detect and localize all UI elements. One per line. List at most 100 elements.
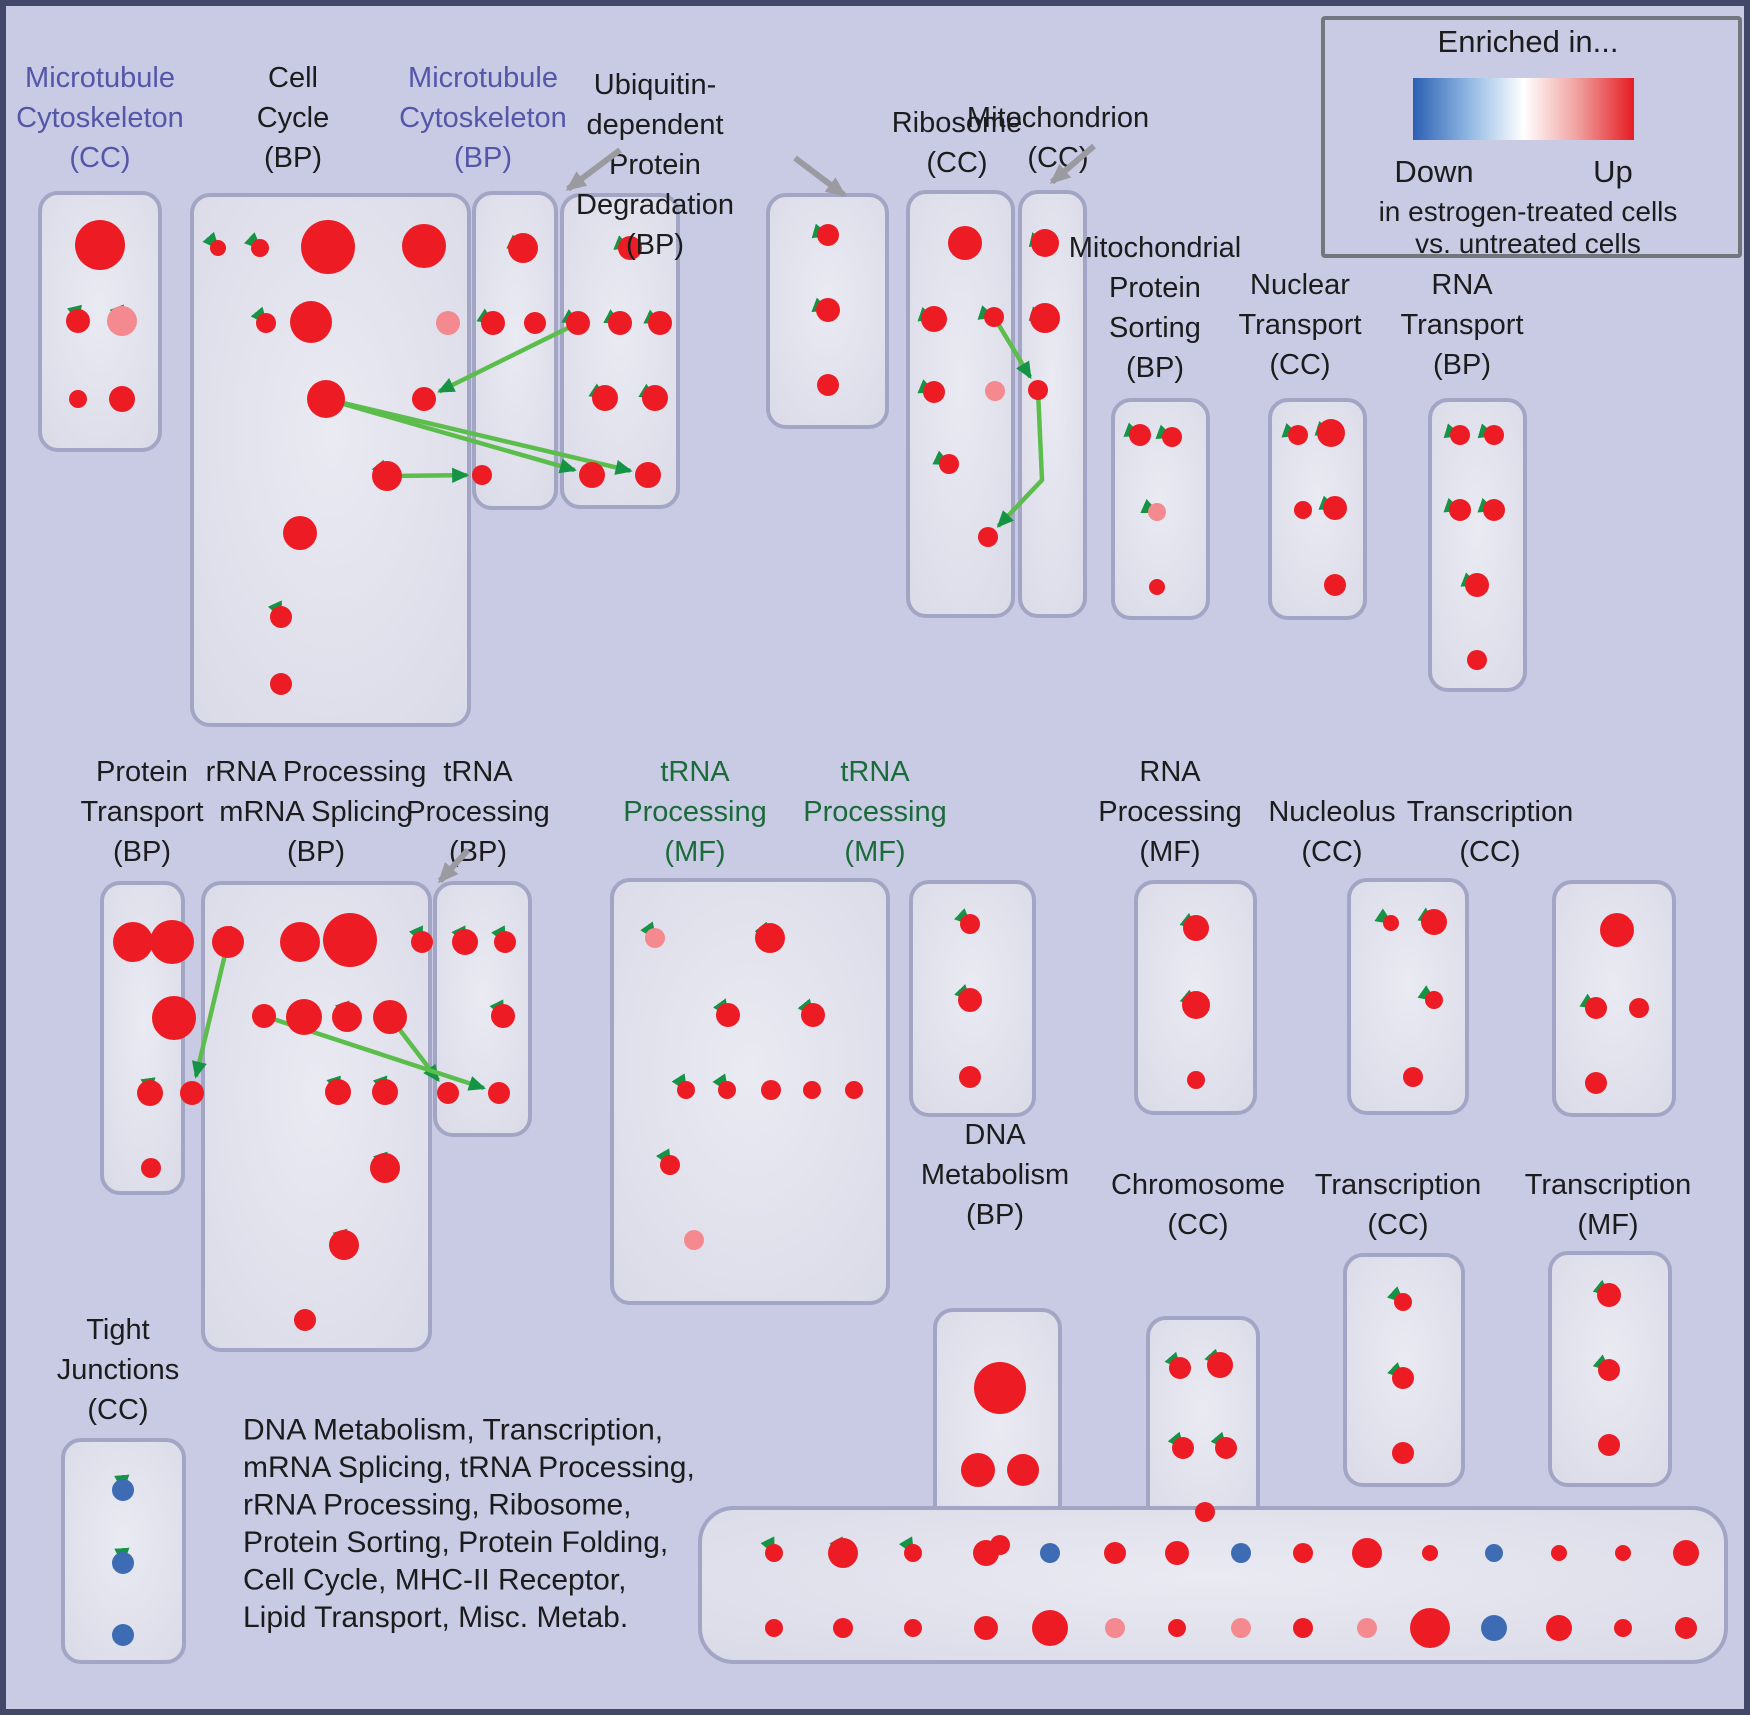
cluster-label-line: Microtubule <box>25 62 175 94</box>
node-red-protein-transport-bp <box>150 920 194 964</box>
node-red-mixed-terms <box>1675 1617 1697 1639</box>
node-red-transcription-cc-row2 <box>1585 1072 1607 1094</box>
cluster-label-line: Protein <box>1109 272 1201 304</box>
node-red-nuclear-transport-cc <box>1294 501 1312 519</box>
legend-title: Enriched in... <box>1438 24 1619 59</box>
cluster-label-line: Tight <box>86 1314 149 1346</box>
node-blue-tight-junctions-cc <box>112 1552 134 1574</box>
node-red-rrna-processing-mrna-splicing-bp <box>294 1309 316 1331</box>
node-red-trna-processing-mf-1 <box>716 1003 740 1027</box>
node-red-rna-processing-mf <box>1182 991 1210 1019</box>
node-red-mixed-terms <box>1614 1619 1632 1637</box>
node-red-rrna-processing-mrna-splicing-bp <box>212 926 244 958</box>
node-blue-tight-junctions-cc <box>112 1624 134 1646</box>
cluster-label-line: dependent <box>586 109 723 141</box>
node-red-mixed-terms <box>904 1619 922 1637</box>
node-red-trna-processing-mf-1 <box>718 1081 736 1099</box>
node-red-nucleolus-cc <box>1425 991 1443 1009</box>
node-red-ubiquitin-degradation-bp-2 <box>817 224 839 246</box>
node-red-mixed-terms <box>765 1619 783 1637</box>
node-red-transcription-mf <box>1598 1434 1620 1456</box>
cluster-label-line: (CC) <box>1167 1209 1228 1241</box>
node-red-ubiquitin-degradation-bp-1 <box>592 385 618 411</box>
cluster-label-line: Junctions <box>57 1354 180 1386</box>
node-red-transcription-cc-row3 <box>1394 1293 1412 1311</box>
node-red-nucleolus-cc <box>1383 915 1399 931</box>
edge-cross-cluster-4 <box>992 315 1033 380</box>
cluster-label-line: (BP) <box>1433 349 1491 381</box>
node-red-trna-processing-mf-1 <box>761 1080 781 1100</box>
node-red-chromosome-cc <box>1169 1357 1191 1379</box>
node-red-cell-cycle-bp <box>301 220 355 274</box>
cluster-label-line: Ribosome <box>892 107 1023 139</box>
node-red-cell-cycle-bp <box>412 387 436 411</box>
node-red-mitochondrion-cc <box>1028 380 1048 400</box>
node-blue-mixed-terms <box>1485 1544 1503 1562</box>
cluster-label-line: Protein <box>96 756 188 788</box>
cluster-box-nuclear-transport-cc <box>1268 398 1367 620</box>
node-red-rrna-processing-mrna-splicing-bp <box>332 1002 362 1032</box>
node-red-rrna-processing-mrna-splicing-bp <box>411 931 433 953</box>
cluster-label-line: Cell <box>268 62 318 94</box>
node-red-mixed-terms <box>1410 1608 1450 1648</box>
cluster-label-line: Protein <box>609 149 701 181</box>
node-red-protein-transport-bp <box>141 1158 161 1178</box>
node-red-microtubule-cytoskeleton-cc <box>109 386 135 412</box>
cluster-label-line: Cytoskeleton <box>16 102 184 134</box>
node-red-dna-metabolism-bp <box>974 1362 1026 1414</box>
node-red-mixed-terms <box>1104 1542 1126 1564</box>
node-red-nuclear-transport-cc <box>1323 496 1347 520</box>
cluster-label-line: Metabolism <box>921 1159 1069 1191</box>
label-pointer-arrow-3 <box>437 847 471 884</box>
cluster-box-rrna-processing-mrna-splicing-bp <box>201 881 432 1352</box>
cluster-label-line: (CC) <box>926 147 987 179</box>
node-red-rrna-processing-mrna-splicing-bp <box>286 999 322 1035</box>
node-red-rrna-processing-mrna-splicing-bp <box>323 913 377 967</box>
cluster-label-line: (CC) <box>1459 836 1520 868</box>
node-pink-ribosome-cc <box>985 381 1005 401</box>
node-red-rna-transport-bp <box>1467 650 1487 670</box>
cluster-box-chromosome-cc <box>1146 1316 1260 1530</box>
cluster-label-line: Sorting <box>1109 312 1201 344</box>
cluster-label-line: Transport <box>80 796 203 828</box>
node-red-nuclear-transport-cc <box>1317 419 1345 447</box>
node-red-cell-cycle-bp <box>210 240 226 256</box>
cluster-box-transcription-cc-row2 <box>1552 880 1676 1117</box>
legend-gradient-bar <box>1413 78 1634 140</box>
cluster-label-line: (MF) <box>1139 836 1200 868</box>
legend-down-label: Down <box>1394 154 1473 189</box>
cluster-box-ubiquitin-degradation-bp-1 <box>560 193 680 509</box>
cluster-label-line: Degradation <box>576 189 734 221</box>
node-red-transcription-cc-row3 <box>1392 1442 1414 1464</box>
label-pointer-arrow-2 <box>1049 143 1096 185</box>
legend: Enriched in... Down Up in estrogen-treat… <box>1321 16 1742 259</box>
node-red-nucleolus-cc <box>1421 909 1447 935</box>
node-red-chromosome-cc <box>1172 1437 1194 1459</box>
node-red-cell-cycle-bp <box>270 606 292 628</box>
mixed-terms-text-line: DNA Metabolism, Transcription, <box>243 1414 663 1447</box>
cluster-label-line: (MF) <box>664 836 725 868</box>
cluster-label-line: Cytoskeleton <box>399 102 567 134</box>
node-red-microtubule-cytoskeleton-cc <box>75 220 125 270</box>
edge-cross-cluster-0 <box>437 320 579 394</box>
node-red-rrna-processing-mrna-splicing-bp <box>370 1153 400 1183</box>
cluster-label-line: (BP) <box>454 142 512 174</box>
node-red-cell-cycle-bp <box>251 239 269 257</box>
node-red-transcription-mf <box>1597 1283 1621 1307</box>
node-red-rna-transport-bp <box>1449 499 1471 521</box>
legend-note-line1: in estrogen-treated cells <box>1379 196 1678 227</box>
node-red-trna-processing-bp <box>437 1082 459 1104</box>
node-pink-mixed-terms <box>1105 1618 1125 1638</box>
node-red-rna-processing-mf <box>1183 915 1209 941</box>
cluster-label-line: Chromosome <box>1111 1169 1285 1201</box>
edge-cross-cluster-5 <box>996 389 1045 528</box>
node-red-protein-transport-bp <box>180 1081 204 1105</box>
cluster-box-trna-processing-mf-1 <box>610 878 890 1305</box>
cluster-label-line: (BP) <box>287 836 345 868</box>
node-pink-mixed-terms <box>1231 1618 1251 1638</box>
cluster-label-line: Transcription <box>1525 1169 1692 1201</box>
legend-up-label: Up <box>1593 154 1633 189</box>
node-red-trna-processing-mf-2 <box>959 1066 981 1088</box>
